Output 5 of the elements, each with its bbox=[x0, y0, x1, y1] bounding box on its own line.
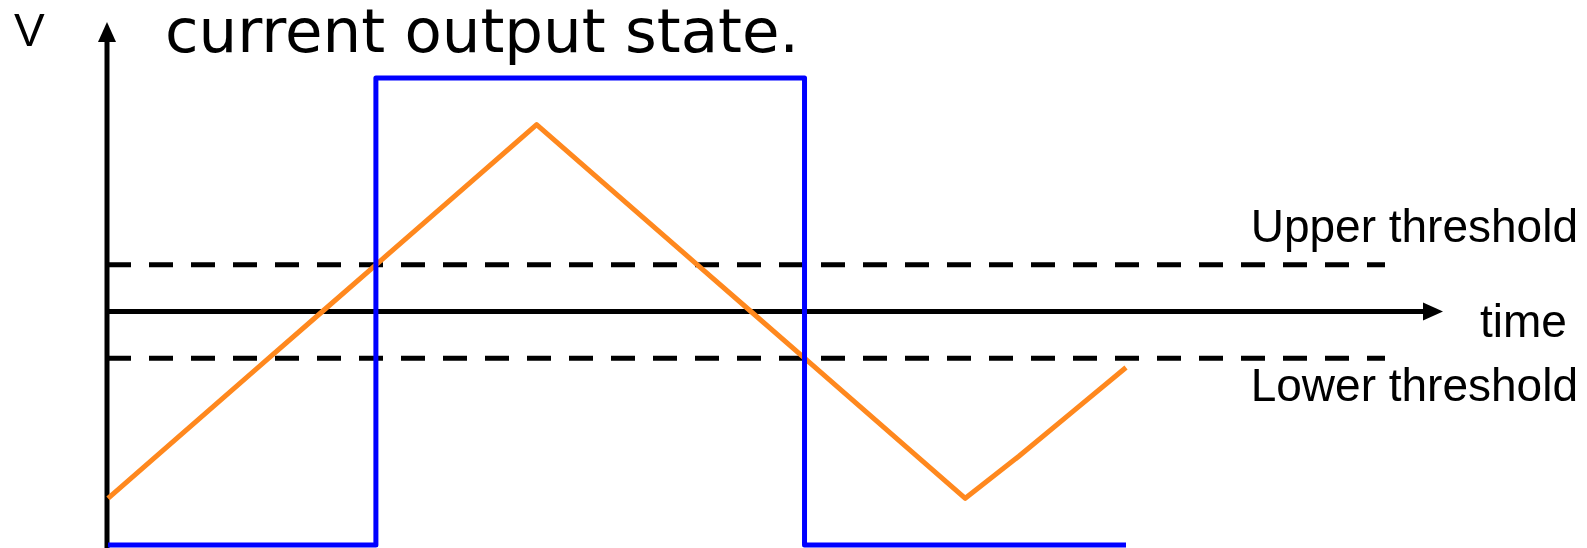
text: time bbox=[1480, 294, 1567, 347]
y-axis-title: V bbox=[14, 4, 45, 56]
chart-title: current output state. bbox=[165, 0, 799, 66]
ref-line-label: Lower threshold bbox=[1250, 359, 1578, 412]
ref-line-label: Upper threshold bbox=[1250, 199, 1578, 252]
